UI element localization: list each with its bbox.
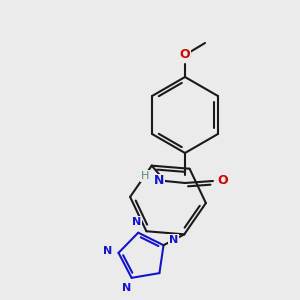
Text: O: O	[180, 49, 190, 62]
Text: N: N	[103, 246, 112, 256]
Text: H: H	[141, 171, 149, 181]
Text: N: N	[154, 175, 164, 188]
Text: N: N	[132, 217, 141, 227]
Text: O: O	[218, 175, 228, 188]
Text: N: N	[122, 283, 131, 293]
Text: N: N	[169, 235, 178, 245]
